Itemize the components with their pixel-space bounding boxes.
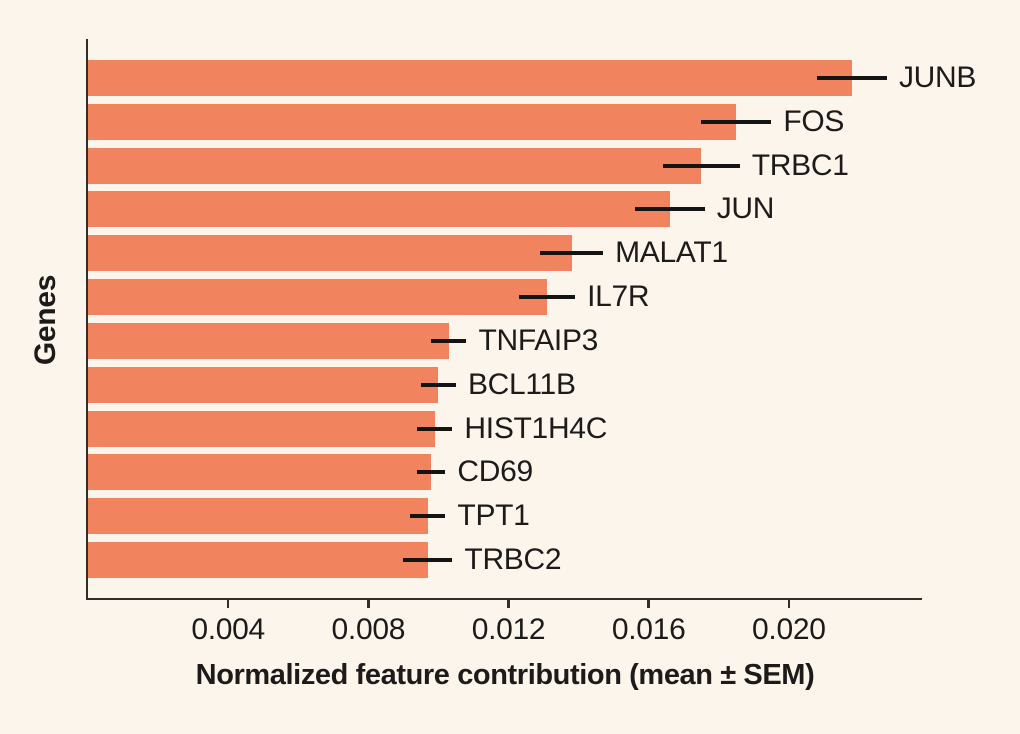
x-tick	[367, 600, 370, 608]
x-tick-label: 0.020	[752, 613, 826, 646]
bar	[88, 191, 670, 228]
bar	[88, 60, 852, 96]
error-bar	[417, 426, 453, 431]
bar-label: MALAT1	[615, 236, 728, 270]
bar-label: BCL11B	[467, 367, 576, 401]
x-axis-label: Normalized feature contribution (mean ± …	[195, 659, 815, 691]
x-tick	[507, 600, 510, 608]
x-tick	[647, 600, 650, 608]
bar-label: TNFAIP3	[478, 323, 599, 357]
bar	[88, 322, 449, 359]
plot-area	[86, 39, 922, 600]
bar-label: CD69	[457, 455, 533, 489]
bar	[88, 279, 548, 316]
bar	[88, 542, 428, 579]
bar-label: HIST1H4C	[464, 411, 608, 445]
bar	[88, 366, 439, 403]
bar	[88, 498, 428, 535]
bar-label: TPT1	[457, 499, 530, 533]
error-bar	[540, 251, 604, 256]
x-tick	[787, 600, 791, 608]
bar-label: TRBC2	[464, 543, 562, 577]
error-bar	[662, 163, 740, 168]
error-bar	[431, 338, 467, 343]
error-bar	[420, 382, 456, 387]
error-bar	[410, 514, 446, 519]
error-bar	[701, 119, 772, 124]
error-bar	[417, 470, 446, 475]
error-bar	[519, 295, 576, 300]
x-tick	[226, 600, 230, 608]
bar	[88, 410, 435, 447]
bar-label: JUN	[716, 192, 775, 226]
error-bar	[816, 76, 887, 80]
x-tick-label: 0.008	[331, 613, 406, 646]
x-tick-label: 0.016	[611, 613, 686, 646]
x-tick-label: 0.004	[191, 613, 265, 646]
y-axis-label: Genes	[29, 274, 62, 366]
error-bar	[634, 207, 705, 212]
x-tick-label: 0.012	[471, 613, 546, 646]
bar	[88, 147, 702, 184]
bar-label: JUNB	[898, 61, 977, 94]
bar	[88, 235, 572, 272]
error-bar	[403, 558, 453, 563]
bar	[88, 103, 737, 140]
bar	[88, 454, 432, 491]
bar-label: TRBC1	[751, 148, 849, 182]
bar-label: FOS	[783, 104, 845, 138]
bar-label: IL7R	[587, 280, 650, 314]
